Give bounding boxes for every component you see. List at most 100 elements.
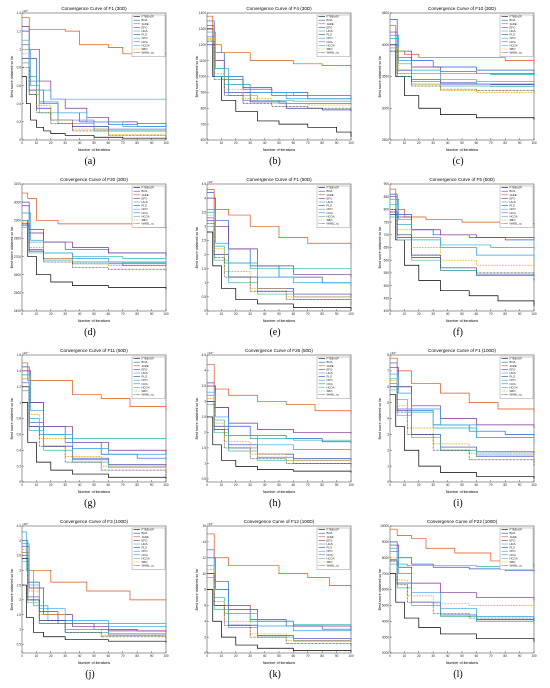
y-tick-label: 700 <box>384 233 390 237</box>
series-line <box>390 573 535 642</box>
x-tick-label: 100 <box>348 654 354 658</box>
chart-title: Convergence Curve of F5 (50D) <box>429 177 495 182</box>
legend-label: WHBL_xy <box>510 564 523 568</box>
legend-label: CPO <box>142 549 149 553</box>
legend-label: WHBL_xy <box>327 564 340 568</box>
x-tick-label: 10 <box>35 654 39 658</box>
y-tick-label: 2700 <box>14 255 21 259</box>
y-tick-label: 400 <box>384 309 390 313</box>
legend-label: HCOA <box>142 43 150 47</box>
y-multiplier: ×10⁴ <box>207 351 214 355</box>
series-line <box>207 416 352 473</box>
series-line <box>22 223 167 272</box>
chart-panel: Convergence Curve of F10 (30D) 2500 3000 35… <box>378 4 538 175</box>
y-tick-label: 4 <box>204 619 206 623</box>
x-tick-label: 70 <box>489 483 493 487</box>
panel-label: (b) <box>269 156 281 167</box>
y-tick-label: 850 <box>384 195 390 199</box>
x-tick-label: 40 <box>78 141 82 145</box>
legend-label: HGS <box>510 542 516 546</box>
y-tick-label: 0.8 <box>17 66 22 70</box>
y-tick-label: 500 <box>384 284 390 288</box>
y-tick-label: 1300 <box>199 27 206 31</box>
x-tick-label: 20 <box>234 654 238 658</box>
x-tick-label: 0 <box>206 483 208 487</box>
panel-label: (i) <box>453 498 463 509</box>
x-tick-label: 90 <box>150 483 154 487</box>
chart-panel: Convergence Curve of F1 (30D) 0 0.2 0.4 0.6 0… <box>10 4 170 175</box>
legend-label: PLO <box>327 33 333 37</box>
legend-label: WHBL_xy <box>142 564 155 568</box>
legend-label: JADE <box>327 193 334 197</box>
y-tick-label: 7000 <box>382 572 389 576</box>
x-tick-label: 30 <box>431 654 435 658</box>
x-tick-label: 60 <box>475 483 479 487</box>
y-tick-label: 2.5 <box>202 239 207 243</box>
y-tick-label: 1.2 <box>17 29 22 33</box>
y-tick-label: 3.5 <box>202 210 207 214</box>
x-tick-label: 100 <box>163 141 169 145</box>
panel-label: (l) <box>453 669 463 680</box>
y-tick-label: 0.8 <box>17 417 22 421</box>
legend-label: EFO <box>327 367 334 371</box>
x-axis-label: Number of iterations <box>78 661 111 665</box>
y-tick-label: 0 <box>204 309 206 313</box>
y-tick-label: 5 <box>387 401 389 405</box>
y-tick-label: 1.5 <box>17 613 22 617</box>
legend-label: HGS <box>142 29 148 33</box>
x-tick-label: 0 <box>389 483 391 487</box>
legend-label: BOA <box>510 189 516 193</box>
y-tick-label: 1 <box>204 281 206 285</box>
x-tick-label: 70 <box>489 654 493 658</box>
x-tick-label: 40 <box>446 312 450 316</box>
x-tick-label: 60 <box>475 654 479 658</box>
x-tick-label: 100 <box>348 141 354 145</box>
x-tick-label: 40 <box>263 141 267 145</box>
x-tick-label: 70 <box>489 141 493 145</box>
y-tick-label: 450 <box>384 297 390 301</box>
legend-label: CPO <box>327 36 334 40</box>
x-tick-label: 40 <box>446 654 450 658</box>
series-line <box>22 26 167 127</box>
x-tick-label: 80 <box>135 141 139 145</box>
chart-title: Convergence Curve of F12 (100D) <box>244 519 315 524</box>
y-axis-label: Best score obtained so far <box>378 568 382 611</box>
x-tick-label: 50 <box>92 312 96 316</box>
legend-box <box>131 14 166 57</box>
legend-label: WHBL_xy <box>142 51 155 55</box>
convergence-chart: Convergence Curve of F20 (30D) 2400 2500 26… <box>10 177 169 323</box>
x-tick-label: 100 <box>348 483 354 487</box>
legend-label: OOA <box>327 553 333 557</box>
y-tick-label: 8 <box>387 353 389 357</box>
legend-label: PLO <box>142 375 148 379</box>
legend-label: BOA <box>142 189 148 193</box>
x-tick-label: 10 <box>35 483 39 487</box>
x-tick-label: 30 <box>431 483 435 487</box>
x-tick-label: 40 <box>78 654 82 658</box>
x-axis-label: Number of iterations <box>78 490 111 494</box>
y-axis-label: Best score obtained so far <box>10 226 14 269</box>
x-tick-label: 10 <box>220 312 224 316</box>
y-tick-label: 1.4 <box>17 369 22 373</box>
chart-panel: Convergence Curve of F1 (100D) 0 1 2 3 4 5 6 7 8 ×… <box>378 346 538 517</box>
x-tick-label: 60 <box>292 141 296 145</box>
y-tick-label: 3 <box>19 569 21 573</box>
x-tick-label: 10 <box>35 141 39 145</box>
series-line <box>22 558 167 640</box>
legend-label: OOA <box>142 553 148 557</box>
x-tick-label: 50 <box>277 141 281 145</box>
x-tick-label: 20 <box>234 312 238 316</box>
legend-label: EFO <box>142 367 149 371</box>
x-tick-label: 80 <box>320 483 324 487</box>
legend-label: SBO <box>327 218 334 222</box>
y-tick-label: 4000 <box>382 43 389 47</box>
y-axis-label: Best score obtained so far <box>195 55 199 98</box>
legend-label: HCOA <box>142 385 150 389</box>
y-tick-label: 0.4 <box>17 448 22 452</box>
y-axis-label: Best score obtained so far <box>195 568 199 611</box>
x-tick-label: 50 <box>92 654 96 658</box>
x-tick-label: 80 <box>135 312 139 316</box>
series-line <box>207 573 352 647</box>
series-line <box>390 25 535 64</box>
x-tick-label: 0 <box>389 654 391 658</box>
